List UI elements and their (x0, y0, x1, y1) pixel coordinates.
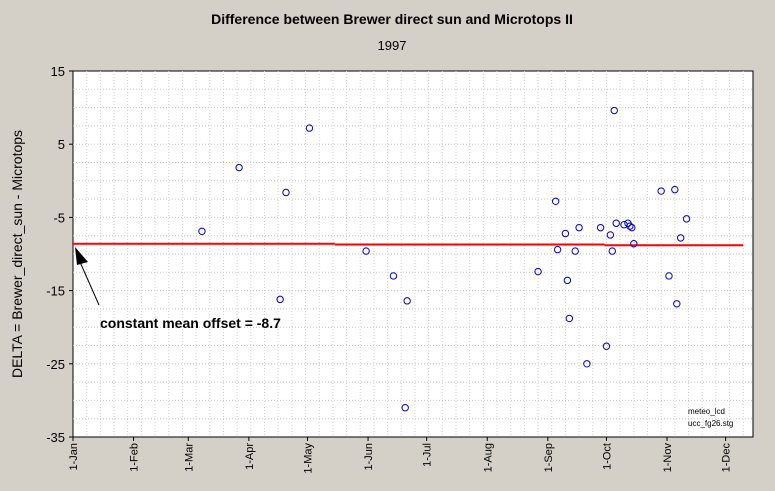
data-point (612, 219, 620, 227)
x-axis: 1-Jan 1-Feb 1-Mar 1-Apr 1-May 1-Jun 1-Jul 1-Aug… (68, 437, 733, 474)
y-tick-label: 15 (51, 64, 65, 79)
y-tick-label: 5 (58, 137, 65, 152)
data-point (602, 342, 611, 350)
x-tick-label: 1-Jul (422, 443, 434, 467)
x-tick-label: 1-Jan (68, 443, 80, 471)
data-point (628, 223, 636, 232)
y-tick-label: -15 (46, 284, 65, 299)
chart-subtitle: 1997 (378, 38, 407, 53)
y-tick-label: -35 (46, 430, 65, 445)
data-point (596, 223, 605, 232)
data-point (682, 215, 691, 223)
y-axis-label: DELTA = Brewer_direct_sun - Microtops (9, 130, 25, 378)
data-point (389, 272, 398, 280)
data-point (305, 124, 314, 132)
x-tick-label: 1-Feb (129, 443, 141, 472)
data-point (673, 300, 681, 308)
data-point (551, 197, 560, 205)
data-points (198, 106, 691, 412)
data-point (561, 229, 570, 238)
x-tick-label: 1-May (302, 443, 314, 474)
data-point (677, 234, 685, 242)
grid-lines (73, 71, 753, 437)
data-point (565, 314, 574, 323)
x-tick-label: 1-Apr (244, 443, 256, 470)
x-tick-label: 1-Sep (543, 443, 555, 472)
mean-offset-line (73, 242, 744, 247)
data-point (575, 223, 583, 232)
y-tick-label: -25 (46, 357, 65, 372)
data-point (610, 106, 618, 115)
mean-offset-arrow (75, 247, 100, 306)
data-point (583, 360, 591, 368)
data-point (665, 272, 673, 280)
x-tick-label: 1-Jun (363, 443, 375, 471)
x-tick-label: 1-Mar (183, 443, 195, 472)
data-point (401, 404, 409, 412)
data-point (571, 247, 579, 255)
data-point (235, 163, 243, 172)
data-point (630, 240, 638, 248)
data-point (362, 247, 370, 255)
data-point (553, 245, 562, 254)
data-point (276, 295, 284, 304)
data-point (608, 247, 617, 255)
y-tick-label: -5 (53, 210, 65, 225)
x-tick-label: 1-Oct (601, 443, 613, 470)
chart-note-file: ucc_fg26.stg (688, 419, 733, 428)
x-tick-label: 1-Dec (721, 443, 733, 473)
data-point (198, 227, 206, 236)
data-point (534, 267, 542, 276)
data-point (626, 222, 634, 230)
x-tick-label: 1-Nov (662, 443, 674, 473)
data-point (403, 297, 411, 305)
chart-note-station: meteo_lcd (688, 407, 725, 416)
data-point (282, 188, 290, 197)
data-point (563, 276, 572, 285)
y-axis: 15 5 -5 -15 -25 -35 (46, 64, 73, 445)
chart-title: Difference between Brewer direct sun and… (211, 11, 573, 27)
data-point (606, 231, 615, 239)
mean-offset-annotation: constant mean offset = -8.7 (100, 315, 281, 331)
x-tick-label: 1-Aug (482, 443, 494, 472)
data-point (671, 185, 679, 194)
data-point (657, 187, 665, 195)
